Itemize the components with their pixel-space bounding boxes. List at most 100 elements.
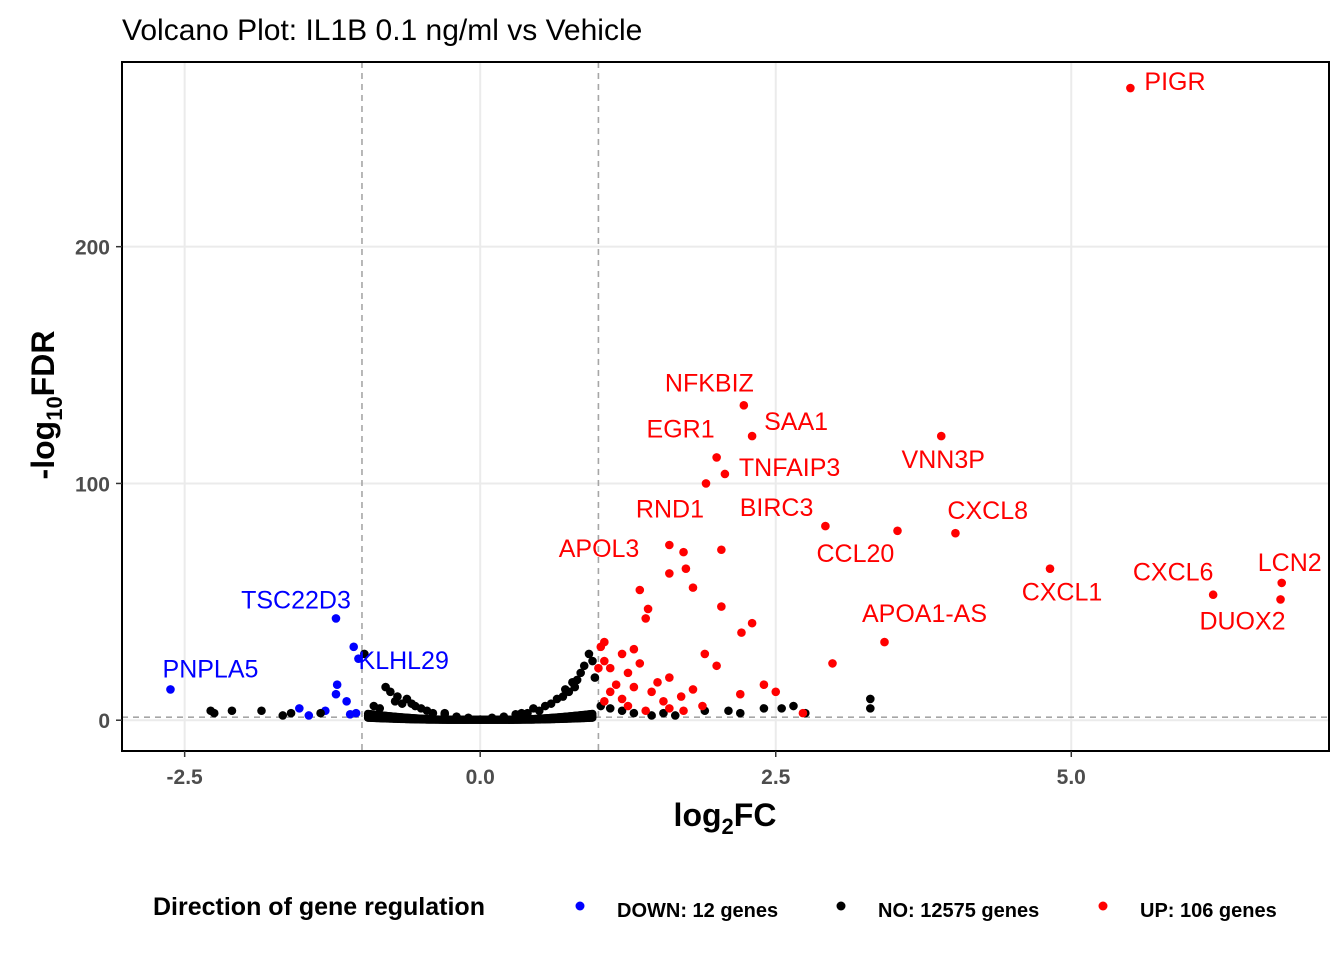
- point-down: [332, 680, 342, 690]
- legend-label-down: DOWN: 12 genes: [617, 900, 778, 922]
- legend: Direction of gene regulation DOWN: 12 ge…: [153, 893, 1277, 922]
- point-no: [373, 711, 382, 720]
- point-no: [647, 711, 656, 720]
- legend-key-no: [836, 901, 846, 911]
- y-tick-label: 200: [75, 237, 110, 260]
- point-no: [866, 694, 875, 704]
- point-up: [688, 685, 698, 694]
- data-points: [166, 83, 1287, 724]
- point-no: [499, 712, 509, 721]
- panel-border: [121, 61, 1330, 752]
- axis-ticks: -2.5 0.0 2.5 5.0 0 100 200: [75, 237, 1086, 789]
- x-tick-label: 5.0: [1057, 766, 1086, 789]
- x-tick-label: 0.0: [466, 766, 495, 789]
- point-up: [1277, 578, 1287, 588]
- point-up: [665, 704, 674, 713]
- legend-label-up: UP: 106 genes: [1140, 900, 1277, 922]
- point-up: [893, 526, 902, 536]
- point-no: [475, 715, 485, 724]
- grid-lines: [122, 62, 1329, 751]
- point-up: [798, 708, 808, 718]
- point-no: [428, 708, 438, 718]
- point-up: [617, 694, 627, 704]
- point-up: [643, 604, 653, 614]
- point-up: [600, 696, 609, 706]
- point-no: [209, 708, 219, 718]
- gene-label-apol3: APOL3: [559, 535, 640, 563]
- point-down: [331, 614, 341, 623]
- point-up: [629, 644, 639, 654]
- point-up: [1045, 564, 1055, 573]
- point-up: [665, 569, 674, 578]
- point-no: [316, 708, 325, 718]
- point-up: [641, 614, 651, 623]
- point-up: [712, 661, 721, 671]
- point-down: [345, 710, 355, 719]
- point-no: [257, 706, 266, 716]
- point-up: [635, 585, 645, 595]
- point-no: [523, 708, 532, 718]
- x-axis-title-sub: 2: [722, 814, 734, 839]
- point-up: [659, 696, 668, 706]
- point-no: [529, 704, 538, 713]
- point-no: [386, 687, 395, 697]
- point-up: [635, 659, 645, 668]
- point-up: [717, 602, 726, 611]
- point-up: [701, 479, 711, 488]
- point-down: [166, 685, 175, 694]
- point-down: [304, 711, 314, 720]
- y-axis-title-sub: 10: [42, 396, 67, 420]
- point-up: [594, 663, 603, 673]
- point-up: [600, 656, 609, 666]
- point-up: [605, 687, 615, 697]
- point-no: [759, 704, 769, 713]
- point-up: [681, 564, 691, 573]
- point-up: [735, 689, 745, 699]
- point-up: [828, 659, 837, 668]
- gene-label-ccl20: CCL20: [816, 540, 894, 568]
- x-axis-title: log2FC: [674, 797, 777, 839]
- point-up: [653, 678, 662, 687]
- point-no: [617, 706, 627, 716]
- point-no: [227, 706, 237, 716]
- point-down: [342, 696, 351, 706]
- legend-key-down: [575, 901, 585, 911]
- gene-label-cxcl8: CXCL8: [947, 497, 1028, 525]
- chart-title: Volcano Plot: IL1B 0.1 ng/ml vs Vehicle: [122, 14, 642, 47]
- point-no: [579, 661, 589, 671]
- point-up: [623, 668, 633, 678]
- point-up: [717, 545, 726, 555]
- point-down: [295, 704, 304, 713]
- gene-label-tnfaip3: TNFAIP3: [739, 454, 840, 482]
- point-up: [1276, 595, 1285, 604]
- y-axis-title-rest: FDR: [25, 331, 61, 397]
- point-up: [611, 680, 621, 690]
- point-up: [679, 706, 688, 716]
- x-axis-title-rest: FC: [734, 797, 777, 833]
- point-no: [487, 713, 497, 723]
- x-tick-label: 2.5: [761, 766, 791, 789]
- point-up: [629, 682, 639, 692]
- point-up: [679, 547, 688, 557]
- gene-label-apoa1-as: APOA1-AS: [862, 600, 987, 628]
- point-no: [360, 649, 369, 659]
- point-up: [880, 637, 889, 647]
- point-no: [670, 711, 680, 720]
- point-no: [629, 708, 639, 718]
- point-up: [605, 663, 615, 673]
- point-up: [747, 618, 757, 628]
- point-no: [452, 712, 461, 721]
- point-up: [641, 706, 651, 716]
- point-up: [737, 628, 746, 637]
- point-no: [440, 708, 450, 718]
- point-down: [331, 689, 341, 699]
- point-up: [676, 692, 686, 701]
- point-up: [688, 583, 698, 592]
- gene-label-birc3: BIRC3: [740, 494, 814, 522]
- legend-label-no: NO: 12575 genes: [878, 900, 1039, 922]
- point-no: [576, 668, 585, 678]
- gene-label-pigr: PIGR: [1144, 68, 1205, 96]
- point-up: [747, 431, 757, 441]
